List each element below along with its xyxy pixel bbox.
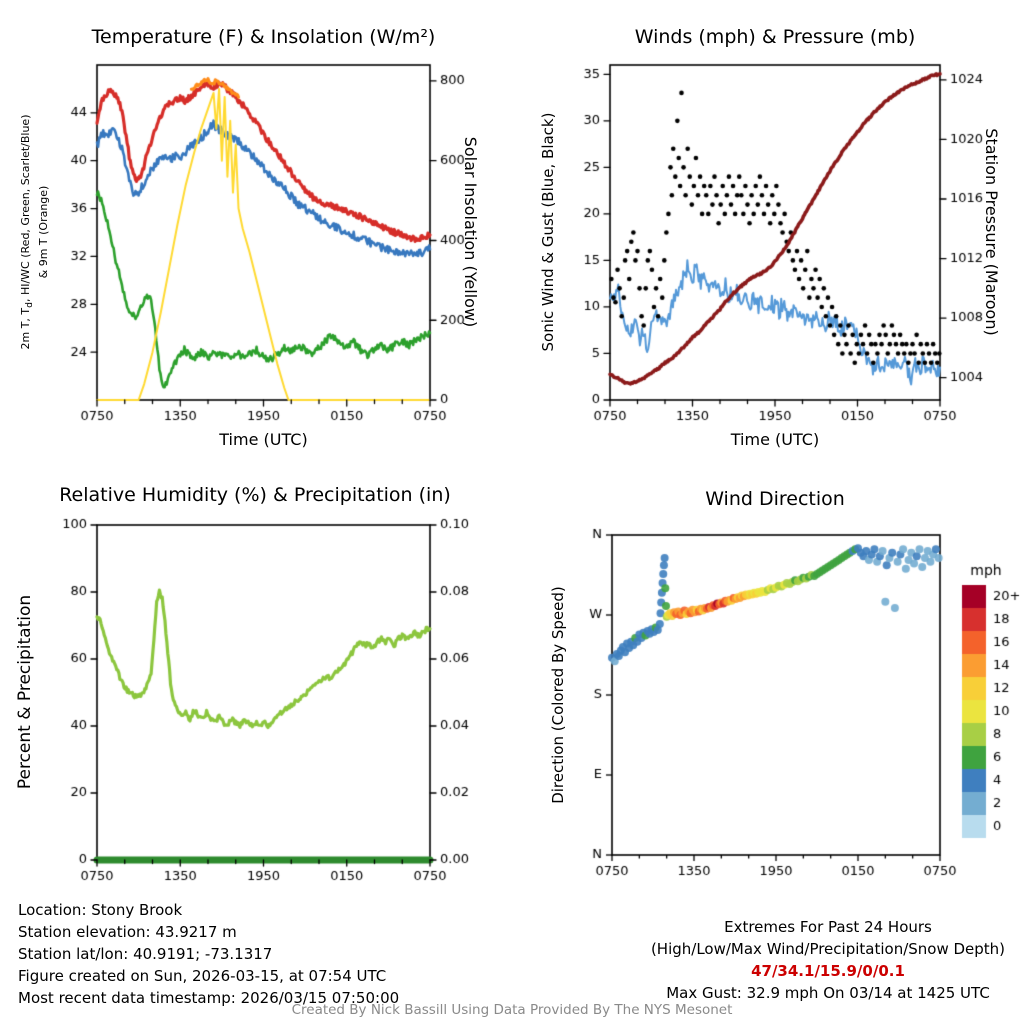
station-location: Location: Stony Brook xyxy=(18,901,183,919)
extremes-block: Extremes For Past 24 Hours (High/Low/Max… xyxy=(640,916,1016,1004)
station-info-block: Location: Stony Brook Station elevation:… xyxy=(18,899,399,1009)
max-gust: Max Gust: 32.9 mph On 03/14 at 1425 UTC xyxy=(666,984,990,1002)
extremes-values: 47/34.1/15.9/0/0.1 xyxy=(751,962,905,980)
temperature-xaxis-label: Time (UTC) xyxy=(219,430,308,449)
humidity-chart-title: Relative Humidity (%) & Precipitation (i… xyxy=(59,484,451,506)
station-latlon: Station lat/lon: 40.9191; -73.1317 xyxy=(18,945,273,963)
figure-created-timestamp: Figure created on Sun, 2026-03-15, at 07… xyxy=(18,967,387,985)
wind-direction-chart-title: Wind Direction xyxy=(705,488,845,510)
temperature-insolation-chart xyxy=(0,0,512,470)
station-elevation: Station elevation: 43.9217 m xyxy=(18,923,237,941)
data-timestamp: Most recent data timestamp: 2026/03/15 0… xyxy=(18,989,400,1007)
temperature-chart-title: Temperature (F) & Insolation (W/m²) xyxy=(91,26,436,48)
humidity-precipitation-chart xyxy=(0,470,512,900)
credit-line: Created By Nick Bassill Using Data Provi… xyxy=(291,1002,733,1018)
extremes-subtitle: (High/Low/Max Wind/Precipitation/Snow De… xyxy=(650,940,1006,958)
extremes-title: Extremes For Past 24 Hours xyxy=(724,918,932,936)
winds-chart-title: Winds (mph) & Pressure (mb) xyxy=(634,26,916,48)
winds-pressure-chart xyxy=(512,0,1024,470)
wind-direction-chart xyxy=(512,470,1024,900)
winds-xaxis-label: Time (UTC) xyxy=(730,430,820,449)
